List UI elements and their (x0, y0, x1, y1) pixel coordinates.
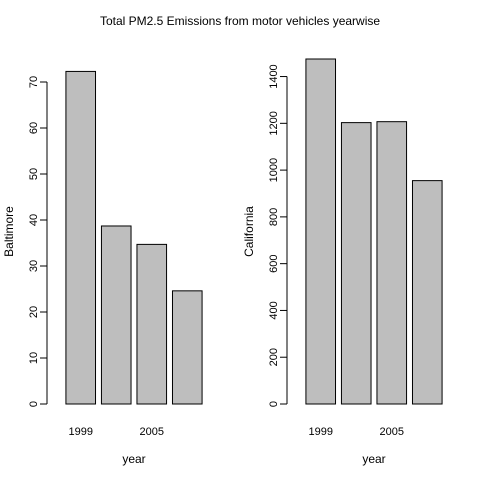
panel-baltimore: 0 10 20 30 40 50 60 70 1999 2005 Baltimore year (2, 70, 203, 466)
x-tick-label-california-2005: 2005 (380, 426, 404, 438)
y-tick-label-baltimore-30: 30 (28, 260, 40, 272)
y-tick-label-baltimore-20: 20 (28, 306, 40, 318)
y-tick-label-california-800: 800 (268, 208, 280, 226)
y-axis-baltimore: 0 10 20 30 40 50 60 70 (28, 76, 48, 407)
bar-california-1999 (305, 58, 337, 405)
x-axis-label-california: year (362, 452, 385, 466)
y-tick-label-california-0: 0 (268, 401, 280, 407)
bar-baltimore-2005 (136, 243, 168, 405)
y-tick-label-california-600: 600 (268, 254, 280, 272)
x-tick-labels-baltimore: 1999 2005 (68, 426, 164, 438)
bar-baltimore-2002 (100, 225, 132, 405)
y-tick-label-baltimore-50: 50 (28, 168, 40, 180)
bar-california-2008 (411, 180, 443, 405)
y-tick-label-california-200: 200 (268, 348, 280, 366)
bars-california (305, 58, 443, 405)
chart-title: Total PM2.5 Emissions from motor vehicle… (100, 14, 380, 28)
y-axis-label-california: California (242, 206, 256, 257)
y-tick-label-baltimore-40: 40 (28, 214, 40, 226)
y-tick-label-baltimore-60: 60 (28, 122, 40, 134)
y-tick-label-california-1000: 1000 (268, 158, 280, 182)
y-tick-label-california-1400: 1400 (268, 64, 280, 88)
y-tick-label-california-1200: 1200 (268, 111, 280, 135)
y-axis-california: 0 200 400 600 800 1000 1200 1400 (268, 64, 288, 407)
x-tick-label-california-1999: 1999 (308, 426, 332, 438)
panel-california: 0 200 400 600 800 1000 1200 1400 1999 2005 Calif… (242, 58, 443, 466)
y-tick-label-california-400: 400 (268, 301, 280, 319)
x-tick-label-baltimore-2005: 2005 (140, 426, 164, 438)
bar-california-2002 (340, 122, 372, 405)
x-tick-labels-california: 1999 2005 (308, 426, 404, 438)
bar-baltimore-1999 (65, 70, 97, 405)
bar-california-2005 (376, 121, 408, 405)
bar-baltimore-2008 (171, 290, 203, 405)
bars-baltimore (65, 70, 203, 405)
y-tick-label-baltimore-70: 70 (28, 76, 40, 88)
y-axis-label-baltimore: Baltimore (2, 206, 16, 257)
y-tick-label-baltimore-0: 0 (28, 401, 40, 407)
y-tick-label-baltimore-10: 10 (28, 352, 40, 364)
x-axis-label-baltimore: year (122, 452, 145, 466)
x-tick-label-baltimore-1999: 1999 (68, 426, 92, 438)
